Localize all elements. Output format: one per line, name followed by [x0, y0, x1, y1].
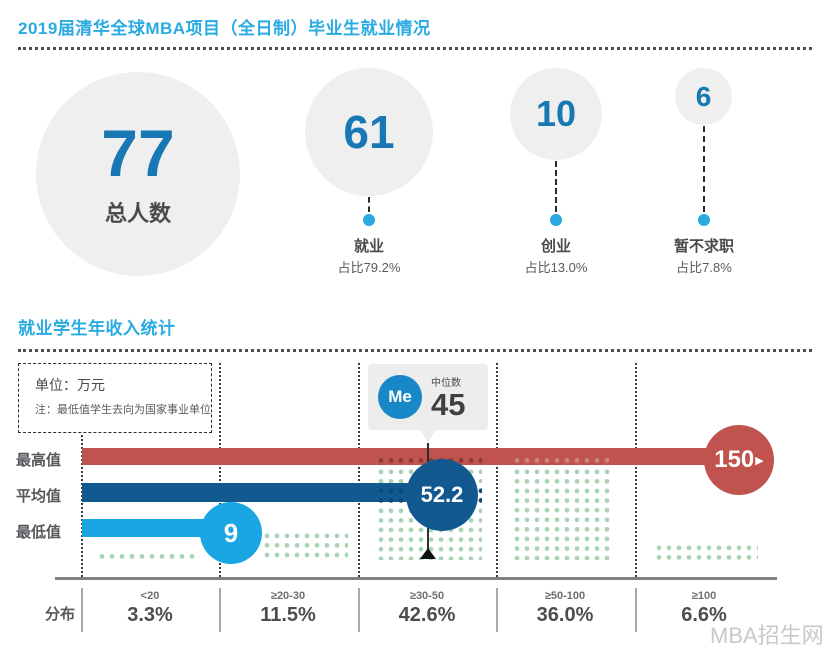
- dist-pct-30-50: 42.6%: [398, 604, 456, 626]
- distribution-rule: [55, 577, 777, 580]
- dist-pct-50-100: 36.0%: [536, 604, 594, 626]
- avg-bar: [82, 483, 445, 502]
- median-tooltip: Me 中位数 45: [368, 364, 488, 430]
- guide-line-1: [81, 363, 83, 577]
- guide-line-3: [358, 363, 360, 577]
- not-seeking-circle: 6: [675, 68, 732, 125]
- me-badge: Me: [378, 375, 422, 419]
- legend-note: 注：最低值学生去向为国家事业单位: [35, 404, 211, 416]
- guide-line-4: [496, 363, 498, 577]
- max-value: 150: [714, 446, 755, 473]
- not-seeking-label: 暂不求职: [673, 238, 734, 255]
- min-value-circle: 9: [200, 502, 262, 564]
- dist-range-50-100: ≥50-100: [544, 590, 586, 602]
- watermark: MBA招生网: [710, 623, 824, 648]
- dist-col-gte100: ≥100 6.6%: [635, 590, 773, 627]
- title-dotted-divider: [18, 47, 812, 50]
- employed-connector-line: [368, 197, 370, 212]
- avg-value: 52.2: [420, 482, 464, 507]
- guide-line-2: [219, 363, 221, 577]
- dist-pct-lt20: 3.3%: [127, 604, 173, 626]
- max-bar-label: 最高值: [16, 452, 62, 469]
- dist-col-30-50: ≥30-50 42.6%: [358, 590, 496, 627]
- dist-sep-3: [358, 588, 360, 632]
- employed-circle: 61: [305, 68, 433, 196]
- dots-col1: [95, 549, 200, 559]
- dist-sep-1: [81, 588, 83, 632]
- dist-range-lt20: <20: [140, 590, 160, 602]
- startup-share: 占比13.0%: [524, 260, 588, 275]
- total-label: 总人数: [104, 201, 171, 226]
- dist-col-20-30: ≥20-30 11.5%: [219, 590, 357, 627]
- legend-unit: 单位：万元: [35, 377, 105, 393]
- not-seeking-value: 6: [695, 80, 712, 112]
- dots-col5: [652, 541, 758, 560]
- median-pointer-icon: [420, 548, 436, 559]
- not-seeking-share: 占比7.8%: [676, 260, 732, 275]
- guide-line-5: [635, 363, 637, 577]
- income-dotted-divider: [18, 349, 812, 352]
- dist-range-20-30: ≥20-30: [270, 590, 306, 602]
- dots-col2: [260, 529, 348, 560]
- dist-range-gte100: ≥100: [691, 590, 717, 602]
- dist-sep-4: [496, 588, 498, 632]
- employed-label: 就业: [353, 238, 384, 255]
- max-value-circle: 150 ▶: [704, 425, 774, 495]
- avg-bar-label: 平均值: [16, 488, 62, 505]
- min-bar-label: 最低值: [16, 524, 62, 541]
- startup-dot-icon: [550, 214, 562, 226]
- dist-pct-20-30: 11.5%: [260, 604, 316, 626]
- avg-value-circle: 52.2: [406, 459, 478, 531]
- not-seeking-connector-line: [703, 126, 705, 212]
- median-value: 45: [431, 387, 466, 422]
- startup-label: 创业: [540, 238, 571, 255]
- dist-range-30-50: ≥30-50: [409, 590, 445, 602]
- min-value: 9: [223, 517, 239, 548]
- dist-col-50-100: ≥50-100 36.0%: [496, 590, 634, 627]
- employed-share: 占比79.2%: [337, 260, 401, 275]
- income-section-title: 就业学生年收入统计: [18, 319, 176, 338]
- employed-dot-icon: [363, 214, 375, 226]
- employed-value: 61: [343, 106, 395, 158]
- dist-pct-gte100: 6.6%: [681, 604, 727, 626]
- dots-col4-on-red-bar: [510, 453, 614, 463]
- total-value: 77: [101, 116, 175, 190]
- not-seeking-dot-icon: [698, 214, 710, 226]
- page-title: 2019届清华全球MBA项目（全日制）毕业生就业情况: [18, 19, 431, 38]
- distribution-label: 分布: [45, 606, 76, 623]
- total-circle: 77 总人数: [36, 72, 240, 276]
- dots-col4: [510, 465, 614, 560]
- legend-box: 单位：万元 注：最低值学生去向为国家事业单位: [18, 363, 212, 433]
- startup-connector-line: [555, 161, 557, 212]
- dist-col-lt20: <20 3.3%: [81, 590, 219, 627]
- median-label: 中位数: [431, 378, 461, 389]
- median-tooltip-tail: [419, 429, 437, 442]
- dist-sep-5: [635, 588, 637, 632]
- min-bar: [82, 519, 232, 537]
- dist-sep-2: [219, 588, 221, 632]
- startup-circle: 10: [510, 68, 602, 160]
- arrow-right-icon: ▶: [755, 454, 764, 467]
- startup-value: 10: [535, 93, 577, 134]
